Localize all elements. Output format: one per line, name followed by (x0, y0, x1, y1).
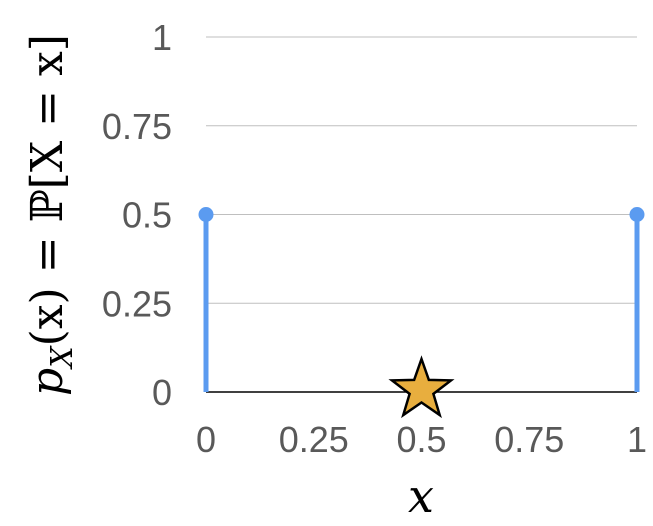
y-axis-title-subscript: X (45, 345, 80, 370)
y-tick-label-4: 1 (152, 17, 172, 58)
x-tick-label-0: 0 (196, 419, 216, 460)
x-tick-label-3: 0.75 (494, 419, 564, 460)
y-axis-title-p: p (22, 368, 73, 396)
y-tick-labels: 0 0.25 0.5 0.75 1 (102, 17, 172, 413)
y-tick-label-0: 0 (152, 372, 172, 413)
x-tick-label-2: 0.5 (396, 419, 446, 460)
y-tick-label-1: 0.25 (102, 283, 172, 324)
y-axis-title-rest: (x) = ℙ[X = x] (22, 34, 73, 346)
marker-layer (388, 355, 455, 419)
stem-point-0 (198, 207, 214, 222)
y-axis-title: pX(x) = ℙ[X = x] (22, 34, 80, 396)
y-tick-label-3: 0.75 (102, 106, 172, 147)
x-tick-label-1: 0.25 (279, 419, 349, 460)
stem-layer (198, 207, 645, 392)
y-tick-label-2: 0.5 (122, 195, 172, 236)
x-axis-title: x (408, 469, 434, 523)
star-marker (388, 355, 455, 419)
grid-layer (206, 36, 637, 304)
x-tick-label-4: 1 (627, 419, 647, 460)
x-tick-labels: 0 0.25 0.5 0.75 1 (196, 419, 647, 460)
stem-point-1 (629, 207, 645, 222)
